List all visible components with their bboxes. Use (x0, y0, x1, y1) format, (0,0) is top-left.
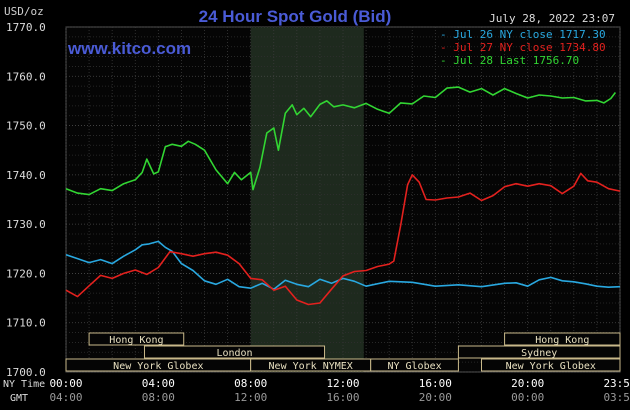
session-bar-box (88, 332, 185, 346)
x-tick-label-ny: 12:00 (326, 377, 359, 390)
session-bar-label: New York Globex (506, 361, 596, 372)
legend-entry: - Jul 28 Last 1756.70 (440, 54, 579, 67)
gmt-label: GMT (10, 393, 28, 404)
legend: - Jul 26 NY close 1717.30- Jul 27 NY clo… (440, 28, 606, 67)
x-tick-label-gmt: 12:00 (234, 391, 267, 404)
session-bar: Hong Kong (504, 332, 621, 346)
session-bar-box (370, 358, 459, 372)
session-bar-box (143, 345, 326, 359)
x-tick-label-gmt: 08:00 (142, 391, 175, 404)
session-bar: New York Globex (65, 358, 252, 372)
y-tick-label: 1770.0 (6, 21, 46, 34)
ny-time-label: NY Time (3, 379, 45, 390)
series-line (65, 86, 617, 196)
x-tick-label-ny: 23:59 (603, 377, 630, 390)
y-axis-ticks: 1770.0 1760.0 1750.0 1740.0 1730.0 1720.0 1710… (6, 21, 46, 379)
session-bar-label: Hong Kong (109, 335, 163, 346)
nymex-session-shading (250, 27, 364, 372)
x-tick-label-gmt: 03:59 (603, 391, 630, 404)
x-tick-label-gmt: 20:00 (419, 391, 452, 404)
session-bar-box (457, 345, 621, 359)
y-tick-label: 1750.0 (6, 120, 46, 133)
session-bar: New York NYMEX (250, 358, 372, 372)
y-tick-label: 1720.0 (6, 267, 46, 280)
price-series (65, 86, 621, 306)
y-tick-label: 1760.0 (6, 70, 46, 83)
x-tick-label-ny: 16:00 (419, 377, 452, 390)
timestamp: July 28, 2022 23:07 (489, 12, 615, 25)
website-link[interactable]: www.kitco.com (67, 39, 191, 58)
session-bar: New York Globex (481, 358, 621, 372)
y-tick-label: 1700.0 (6, 366, 46, 379)
legend-entry: - Jul 27 NY close 1734.80 (440, 41, 606, 54)
session-bar-label: Hong Kong (535, 335, 589, 346)
session-bars: Hong Kong London New York Globex New York N… (65, 332, 621, 372)
x-tick-label-gmt: 00:00 (511, 391, 544, 404)
series-line (65, 172, 621, 306)
x-axis-ticks: 00:0004:0008:0012:0016:0020:0023:5904:00… (49, 377, 630, 404)
session-bar-box (481, 358, 621, 372)
x-tick-label-ny: 04:00 (142, 377, 175, 390)
x-tick-label-gmt: 04:00 (49, 391, 82, 404)
x-tick-label-ny: 08:00 (234, 377, 267, 390)
chart-title: 24 Hour Spot Gold (Bid) (199, 7, 392, 26)
legend-entry: - Jul 26 NY close 1717.30 (440, 28, 606, 41)
series-line (65, 240, 621, 291)
session-bar-label: New York Globex (113, 361, 203, 372)
x-tick-label-gmt: 16:00 (326, 391, 359, 404)
session-bar-box (504, 332, 621, 346)
grid-lines (65, 26, 621, 373)
x-tick-label-ny: 00:00 (49, 377, 82, 390)
y-tick-label: 1710.0 (6, 317, 46, 330)
x-tick-label-ny: 20:00 (511, 377, 544, 390)
session-bar-label: New York NYMEX (269, 361, 353, 372)
unit-label: USD/oz (4, 5, 44, 18)
session-bar: London (143, 345, 326, 359)
session-bar-label: London (216, 348, 252, 359)
session-bar: Hong Kong (88, 332, 185, 346)
y-tick-label: 1740.0 (6, 169, 46, 182)
session-bar-label: NY Globex (387, 361, 441, 372)
session-bar-label: Sydney (521, 348, 557, 359)
y-tick-label: 1730.0 (6, 218, 46, 231)
session-bar: Sydney (457, 345, 621, 359)
session-bar: NY Globex (370, 358, 459, 372)
